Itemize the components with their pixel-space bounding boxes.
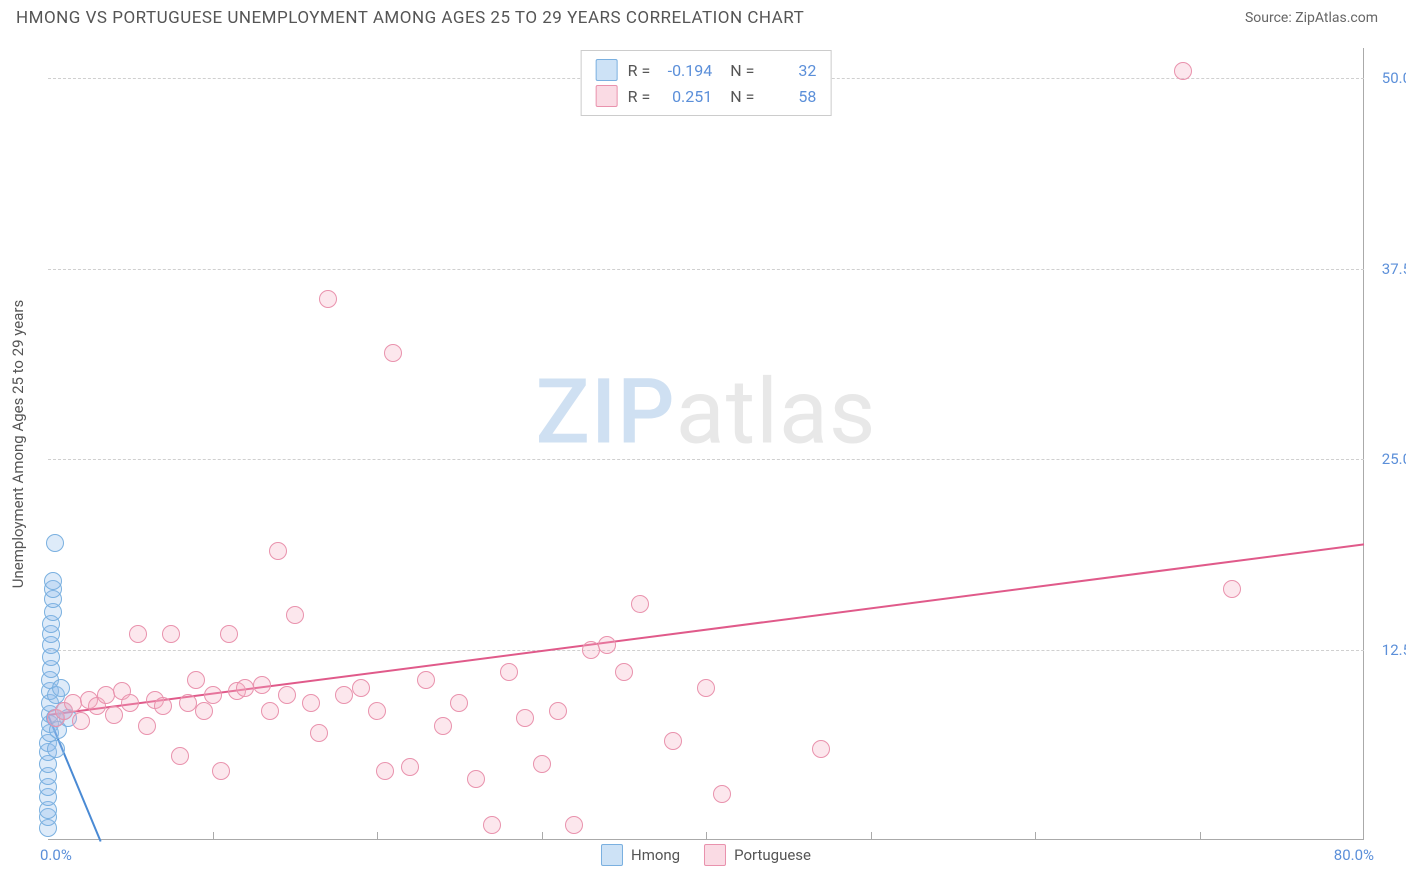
data-point-portuguese xyxy=(253,676,271,694)
x-axis-min: 0.0% xyxy=(40,846,72,864)
data-point-portuguese xyxy=(302,694,320,712)
grid-line xyxy=(48,269,1364,270)
data-point-portuguese xyxy=(434,717,452,735)
scatter-plot: ZIPatlas 12.5%25.0%37.5%50.0% xyxy=(48,48,1364,840)
data-point-portuguese xyxy=(352,679,370,697)
data-point-portuguese xyxy=(401,758,419,776)
data-point-hmong xyxy=(44,572,62,590)
data-point-portuguese xyxy=(105,706,123,724)
data-point-portuguese xyxy=(278,686,296,704)
y-axis-label: Unemployment Among Ages 25 to 29 years xyxy=(9,300,27,588)
x-tick-mark xyxy=(542,832,543,840)
data-point-portuguese xyxy=(187,671,205,689)
data-point-portuguese xyxy=(64,694,82,712)
swatch-portuguese xyxy=(596,85,618,107)
data-point-portuguese xyxy=(220,625,238,643)
stats-row-portuguese: R = 0.251 N = 58 xyxy=(596,83,817,109)
x-tick-mark xyxy=(1035,832,1036,840)
data-point-portuguese xyxy=(261,702,279,720)
grid-line xyxy=(48,650,1364,651)
y-tick-label: 37.5% xyxy=(1382,260,1406,278)
data-point-portuguese xyxy=(483,816,501,834)
watermark-bold: ZIP xyxy=(536,360,676,465)
legend-item-portuguese: Portuguese xyxy=(704,844,811,866)
data-point-hmong xyxy=(47,740,65,758)
stat-n-label: N = xyxy=(722,61,754,80)
stat-r-label: R = xyxy=(628,87,651,106)
data-point-portuguese xyxy=(121,694,139,712)
y-tick-label: 50.0% xyxy=(1382,69,1406,87)
y-tick-label: 25.0% xyxy=(1382,450,1406,468)
data-point-portuguese xyxy=(212,762,230,780)
data-point-portuguese xyxy=(269,542,287,560)
legend-label-portuguese: Portuguese xyxy=(734,846,811,864)
data-point-portuguese xyxy=(664,732,682,750)
data-point-portuguese xyxy=(97,686,115,704)
data-point-portuguese xyxy=(129,625,147,643)
stat-n-portuguese: 58 xyxy=(764,87,816,106)
y-axis-line xyxy=(1363,48,1364,840)
x-tick-mark xyxy=(871,832,872,840)
x-axis-max: 80.0% xyxy=(1334,846,1374,864)
stats-legend-box: R = -0.194 N = 32 R = 0.251 N = 58 xyxy=(581,50,832,116)
stat-r-hmong: -0.194 xyxy=(660,61,712,80)
chart-header: HMONG VS PORTUGUESE UNEMPLOYMENT AMONG A… xyxy=(0,0,1406,32)
data-point-portuguese xyxy=(533,755,551,773)
chart-title: HMONG VS PORTUGUESE UNEMPLOYMENT AMONG A… xyxy=(16,8,804,28)
x-tick-mark xyxy=(377,832,378,840)
data-point-portuguese xyxy=(697,679,715,697)
data-point-portuguese xyxy=(631,595,649,613)
data-point-portuguese xyxy=(179,694,197,712)
data-point-portuguese xyxy=(417,671,435,689)
bottom-legend: Hmong Portuguese xyxy=(601,844,811,866)
stat-n-hmong: 32 xyxy=(764,61,816,80)
legend-swatch-portuguese xyxy=(704,844,726,866)
legend-swatch-hmong xyxy=(601,844,623,866)
data-point-portuguese xyxy=(516,709,534,727)
data-point-portuguese xyxy=(713,785,731,803)
y-tick-label: 12.5% xyxy=(1382,641,1406,659)
data-point-portuguese xyxy=(1223,580,1241,598)
data-point-portuguese xyxy=(72,712,90,730)
data-point-portuguese xyxy=(615,663,633,681)
data-point-portuguese xyxy=(450,694,468,712)
data-point-portuguese xyxy=(310,724,328,742)
data-point-portuguese xyxy=(162,625,180,643)
data-point-portuguese xyxy=(286,606,304,624)
stat-r-portuguese: 0.251 xyxy=(660,87,712,106)
data-point-portuguese xyxy=(565,816,583,834)
data-point-portuguese xyxy=(582,641,600,659)
data-point-portuguese xyxy=(376,762,394,780)
data-point-portuguese xyxy=(598,636,616,654)
data-point-portuguese xyxy=(1174,62,1192,80)
stats-row-hmong: R = -0.194 N = 32 xyxy=(596,57,817,83)
data-point-portuguese xyxy=(368,702,386,720)
swatch-hmong xyxy=(596,59,618,81)
grid-line xyxy=(48,459,1364,460)
x-tick-mark xyxy=(1200,832,1201,840)
data-point-portuguese xyxy=(171,747,189,765)
legend-item-hmong: Hmong xyxy=(601,844,680,866)
data-point-portuguese xyxy=(319,290,337,308)
data-point-portuguese xyxy=(467,770,485,788)
data-point-portuguese xyxy=(154,697,172,715)
stat-r-label: R = xyxy=(628,61,651,80)
x-tick-mark xyxy=(213,832,214,840)
legend-label-hmong: Hmong xyxy=(631,846,680,864)
chart-source: Source: ZipAtlas.com xyxy=(1245,10,1378,26)
data-point-portuguese xyxy=(335,686,353,704)
data-point-portuguese xyxy=(236,679,254,697)
stat-n-label: N = xyxy=(722,87,754,106)
data-point-portuguese xyxy=(384,344,402,362)
data-point-hmong xyxy=(46,534,64,552)
watermark: ZIPatlas xyxy=(536,360,877,465)
data-point-portuguese xyxy=(549,702,567,720)
data-point-portuguese xyxy=(138,717,156,735)
x-tick-mark xyxy=(706,832,707,840)
data-point-portuguese xyxy=(500,663,518,681)
watermark-light: atlas xyxy=(676,360,877,465)
data-point-portuguese xyxy=(204,686,222,704)
chart-plot-area: Unemployment Among Ages 25 to 29 years Z… xyxy=(48,48,1364,840)
data-point-portuguese xyxy=(812,740,830,758)
